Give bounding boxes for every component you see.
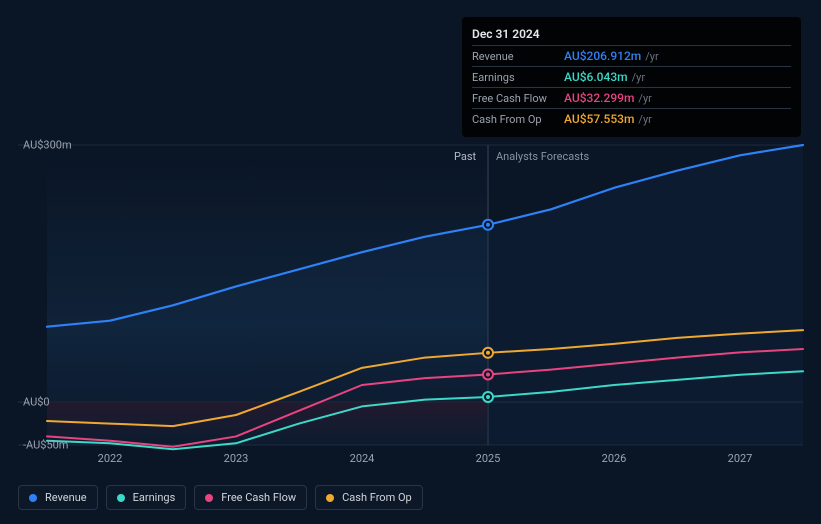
tooltip-row: Free Cash FlowAU$32.299m/yr — [472, 87, 791, 108]
legend-item-free-cash-flow[interactable]: Free Cash Flow — [194, 485, 307, 510]
legend-item-earnings[interactable]: Earnings — [106, 485, 187, 510]
legend-item-label: Free Cash Flow — [221, 491, 296, 504]
y-axis-tick-label: -AU$50m — [23, 439, 68, 452]
tooltip-row-label: Revenue — [472, 50, 564, 63]
legend-dot-icon — [29, 494, 37, 502]
x-axis-tick-label: 2026 — [602, 452, 627, 465]
tooltip-row-value: AU$206.912m — [564, 49, 641, 63]
tooltip-row-unit: /yr — [632, 71, 645, 84]
region-label-future: Analysts Forecasts — [496, 150, 589, 163]
chart-tooltip: Dec 31 2024 RevenueAU$206.912m/yrEarning… — [462, 17, 801, 137]
x-axis-tick-label: 2024 — [350, 452, 375, 465]
region-label-past: Past — [454, 150, 476, 163]
tooltip-row: EarningsAU$6.043m/yr — [472, 66, 791, 87]
chart-legend: Revenue Earnings Free Cash Flow Cash From O… — [18, 485, 423, 510]
tooltip-row: Cash From OpAU$57.553m/yr — [472, 108, 791, 129]
legend-item-label: Revenue — [45, 491, 87, 504]
legend-dot-icon — [326, 494, 334, 502]
legend-dot-icon — [205, 494, 213, 502]
y-axis-tick-label: AU$300m — [23, 139, 72, 152]
x-axis-tick-label: 2027 — [728, 452, 753, 465]
legend-item-revenue[interactable]: Revenue — [18, 485, 98, 510]
y-axis-tick-label: AU$0 — [23, 396, 50, 409]
tooltip-row-value: AU$57.553m — [564, 112, 634, 126]
tooltip-row-unit: /yr — [645, 50, 658, 63]
legend-item-label: Earnings — [133, 491, 176, 504]
legend-item-cash-from-op[interactable]: Cash From Op — [315, 485, 423, 510]
tooltip-date: Dec 31 2024 — [472, 25, 791, 45]
tooltip-row-value: AU$32.299m — [564, 91, 634, 105]
x-axis-tick-label: 2022 — [98, 452, 123, 465]
tooltip-row-unit: /yr — [638, 92, 651, 105]
tooltip-row-label: Earnings — [472, 71, 564, 84]
legend-dot-icon — [117, 494, 125, 502]
tooltip-row-unit: /yr — [638, 113, 651, 126]
legend-item-label: Cash From Op — [342, 491, 412, 504]
financials-forecast-chart: AU$300m AU$0 -AU$50m 2022 2023 2024 2025 2026 2… — [0, 0, 821, 524]
tooltip-row-label: Free Cash Flow — [472, 92, 564, 105]
x-axis-tick-label: 2025 — [476, 452, 501, 465]
x-axis-tick-label: 2023 — [224, 452, 249, 465]
tooltip-row-label: Cash From Op — [472, 113, 564, 126]
tooltip-row-value: AU$6.043m — [564, 70, 628, 84]
tooltip-row: RevenueAU$206.912m/yr — [472, 45, 791, 66]
